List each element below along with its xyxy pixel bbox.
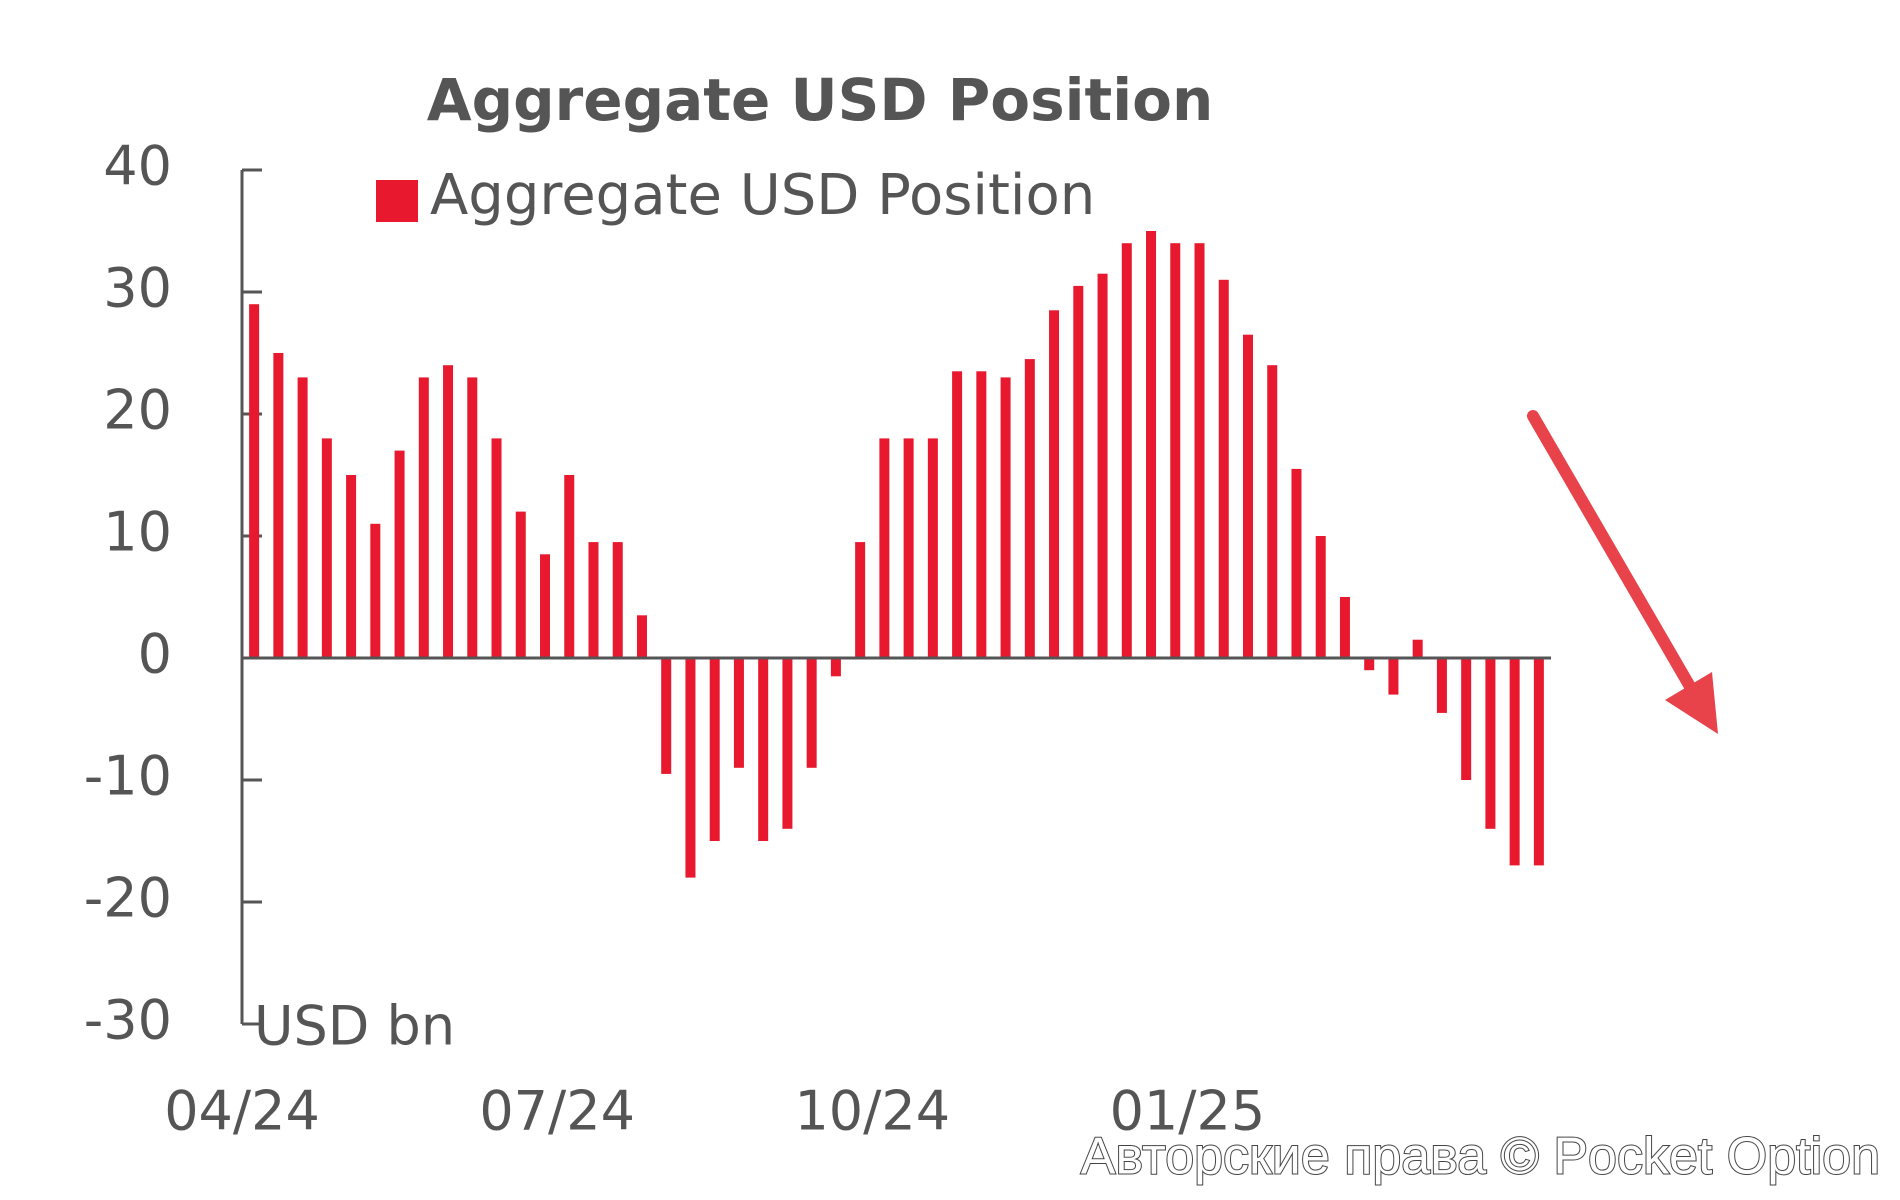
bar <box>1339 597 1350 658</box>
bar <box>467 377 478 658</box>
bar <box>394 450 405 658</box>
x-tick-label: 07/24 <box>479 1080 635 1143</box>
bar <box>346 475 357 658</box>
bar <box>1533 658 1544 866</box>
bar <box>855 542 866 658</box>
bar <box>1436 658 1447 713</box>
x-tick-label: 01/25 <box>1110 1080 1266 1143</box>
bar <box>976 371 987 658</box>
bar <box>782 658 793 829</box>
bar <box>1315 536 1326 658</box>
bar <box>1024 359 1035 658</box>
y-axis-label: USD bn <box>254 995 455 1058</box>
x-tick-label: 04/24 <box>164 1080 320 1143</box>
bar <box>515 511 526 658</box>
bar <box>1121 243 1132 658</box>
bar <box>1412 639 1423 658</box>
bar <box>709 658 720 841</box>
bar <box>1485 658 1496 829</box>
bar <box>370 523 381 658</box>
bar <box>540 554 551 658</box>
bar <box>927 438 938 658</box>
bar <box>733 658 744 768</box>
bar <box>321 438 332 658</box>
bar <box>636 615 647 658</box>
bar <box>661 658 672 774</box>
bar <box>879 438 890 658</box>
bar <box>1146 231 1157 658</box>
bar <box>588 542 599 658</box>
bar <box>1218 279 1229 658</box>
bar <box>830 658 841 677</box>
bar <box>1170 243 1181 658</box>
bar <box>1461 658 1472 780</box>
y-tick-label: 20 <box>103 379 172 442</box>
y-tick-label: 30 <box>103 257 172 320</box>
x-tick-label: 10/24 <box>794 1080 950 1143</box>
y-tick-label: -30 <box>84 989 172 1052</box>
legend-label: Aggregate USD Position <box>430 163 1095 228</box>
bar <box>806 658 817 768</box>
bar <box>1000 377 1011 658</box>
arrow-head <box>1665 672 1718 734</box>
bar <box>1194 243 1205 658</box>
y-tick-label: -10 <box>84 745 172 808</box>
legend-swatch <box>376 180 418 222</box>
bar <box>612 542 623 658</box>
bar <box>952 371 963 658</box>
watermark: Авторские права © Pocket Option <box>1081 1128 1880 1186</box>
bar <box>758 658 769 841</box>
bar <box>1242 334 1253 658</box>
bar <box>1509 658 1520 866</box>
bar <box>491 438 502 658</box>
trend-arrow <box>1527 410 1718 734</box>
bar <box>418 377 429 658</box>
bar <box>903 438 914 658</box>
chart-title: Aggregate USD Position <box>427 66 1213 134</box>
bar <box>297 377 308 658</box>
bar <box>1291 468 1302 658</box>
bar <box>249 304 260 658</box>
bar <box>1364 658 1375 671</box>
bar <box>1097 273 1108 658</box>
y-tick-label: 40 <box>103 135 172 198</box>
bar <box>273 353 284 658</box>
bar <box>443 365 454 658</box>
bar <box>685 658 696 878</box>
bar <box>1049 310 1060 658</box>
bar <box>1388 658 1399 695</box>
y-tick-label: -20 <box>84 867 172 930</box>
bar <box>1267 365 1278 658</box>
bar <box>564 475 575 658</box>
y-tick-label: 0 <box>138 623 172 686</box>
y-tick-label: 10 <box>103 501 172 564</box>
bar <box>1073 285 1084 658</box>
arrow-shaft <box>1527 410 1698 696</box>
